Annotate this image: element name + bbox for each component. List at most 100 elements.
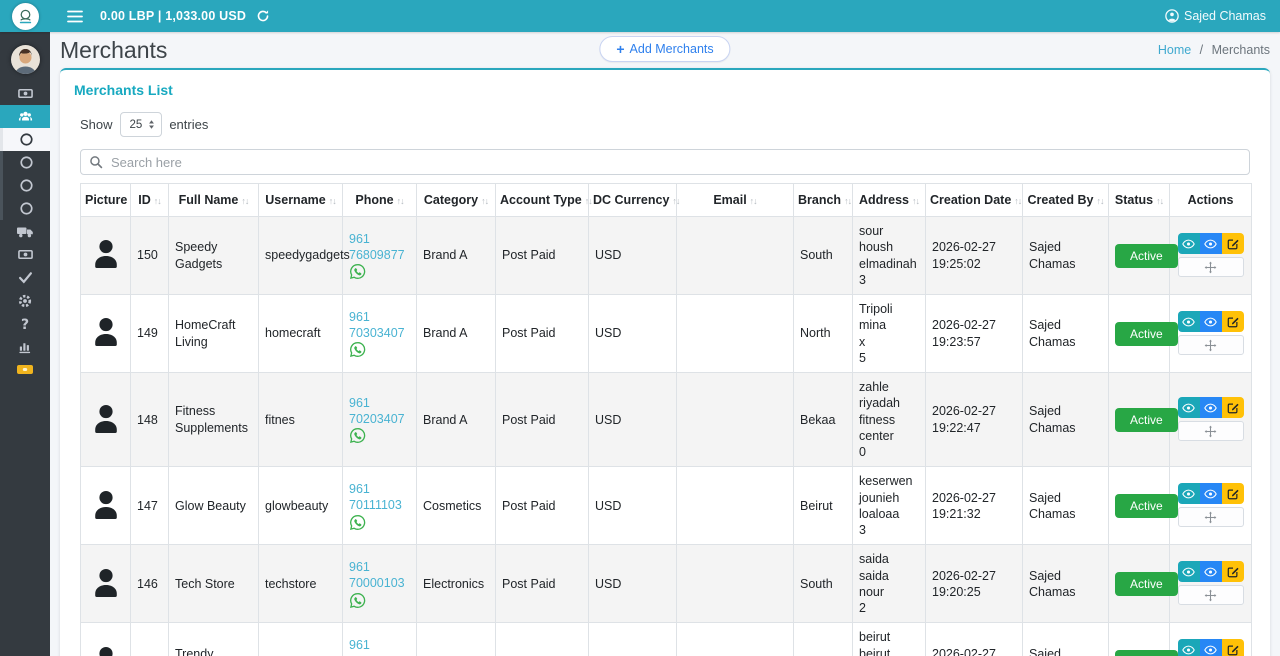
col-category[interactable]: Category ↑↓ <box>416 183 496 217</box>
edit-button[interactable] <box>1221 639 1244 656</box>
view-button[interactable] <box>1177 233 1200 255</box>
merchant-full-name: HomeCraft Living <box>168 294 259 373</box>
check-icon <box>18 272 32 284</box>
sidebar-profile[interactable] <box>0 36 50 82</box>
page-header: Merchants + Add Merchants Home / Merchan… <box>60 32 1270 68</box>
sidebar: ? <box>0 32 50 656</box>
whatsapp-icon[interactable] <box>349 341 366 358</box>
phone-link[interactable]: 961 70000101 <box>349 637 405 656</box>
merchant-email <box>676 466 794 546</box>
preview-button[interactable] <box>1199 639 1222 656</box>
phone-link[interactable]: 961 70303407 <box>349 309 405 340</box>
merchant-id: 148 <box>130 371 169 468</box>
preview-button[interactable] <box>1199 483 1222 505</box>
merchant-branch: South <box>793 216 853 295</box>
col-creation-date[interactable]: Creation Date ↑↓ <box>925 183 1023 217</box>
circle-icon <box>20 133 33 146</box>
search-input[interactable] <box>80 149 1250 175</box>
phone-link[interactable]: 961 76809877 <box>349 231 405 262</box>
sidebar-item-7[interactable] <box>0 220 50 243</box>
view-eye-icon <box>1182 567 1195 577</box>
view-button[interactable] <box>1177 311 1200 333</box>
edit-button[interactable] <box>1221 233 1244 255</box>
col-dc-currency[interactable]: DC Currency ↑↓ <box>588 183 680 217</box>
sidebar-item-13[interactable] <box>0 358 50 381</box>
col-branch[interactable]: Branch ↑↓ <box>793 183 853 217</box>
sidebar-item-1[interactable] <box>0 82 50 105</box>
sort-icon: ↑↓ <box>396 196 405 206</box>
col-full-name[interactable]: Full Name ↑↓ <box>168 183 259 217</box>
col-phone[interactable]: Phone ↑↓ <box>342 183 417 217</box>
sidebar-item-4[interactable] <box>0 151 50 174</box>
col-status[interactable]: Status ↑↓ <box>1108 183 1170 217</box>
move-button[interactable] <box>1177 335 1244 356</box>
move-button[interactable] <box>1177 585 1244 606</box>
col-id[interactable]: ID ↑↓ <box>130 183 169 217</box>
whatsapp-icon[interactable] <box>349 592 366 609</box>
merchant-address: keserwen jounieh loaloaa 3 <box>852 466 926 546</box>
table-header-row: Picture ID ↑↓ Full Name ↑↓ Username ↑↓ Phon… <box>80 183 1252 217</box>
status-badge[interactable]: Active <box>1115 649 1178 656</box>
user-menu[interactable]: Sajed Chamas <box>1165 9 1266 23</box>
status-badge[interactable]: Active <box>1115 571 1178 596</box>
actions-group <box>1177 397 1244 442</box>
sidebar-item-10[interactable] <box>0 289 50 312</box>
col-address[interactable]: Address ↑↓ <box>852 183 926 217</box>
merchant-account-type: Post Paid <box>495 294 589 373</box>
view-button[interactable] <box>1177 483 1200 505</box>
spinner-arrows-icon <box>149 120 155 129</box>
edit-button[interactable] <box>1221 397 1244 419</box>
view-button[interactable] <box>1177 561 1200 583</box>
sort-icon: ↑↓ <box>1014 196 1022 206</box>
preview-button[interactable] <box>1199 561 1222 583</box>
edit-button[interactable] <box>1221 483 1244 505</box>
sidebar-item-12[interactable] <box>0 335 50 358</box>
phone-link[interactable]: 961 70111103 <box>349 481 402 513</box>
col-email[interactable]: Email ↑↓ <box>676 183 794 217</box>
merchant-email <box>676 294 794 373</box>
status-badge[interactable]: Active <box>1115 407 1178 432</box>
banknote-icon <box>17 249 33 260</box>
view-button[interactable] <box>1177 397 1200 419</box>
col-username[interactable]: Username ↑↓ <box>258 183 343 217</box>
sidebar-item-8[interactable] <box>0 243 50 266</box>
phone-link[interactable]: 961 70203407 <box>349 395 405 427</box>
sidebar-item-5[interactable] <box>0 174 50 197</box>
preview-button[interactable] <box>1199 233 1222 255</box>
status-badge[interactable]: Active <box>1115 321 1178 346</box>
breadcrumb-home-link[interactable]: Home <box>1157 43 1192 57</box>
sidebar-item-3[interactable] <box>0 128 50 151</box>
move-button[interactable] <box>1177 421 1244 442</box>
edit-button[interactable] <box>1221 561 1244 583</box>
preview-button[interactable] <box>1199 397 1222 419</box>
col-created-by[interactable]: Created By ↑↓ <box>1022 183 1109 217</box>
merchant-email <box>676 544 794 624</box>
phone-link[interactable]: 961 70000103 <box>349 559 405 591</box>
page-size-select[interactable]: 25 <box>119 112 163 137</box>
status-badge[interactable]: Active <box>1115 493 1178 518</box>
merchant-username: homecraft <box>258 294 343 373</box>
whatsapp-icon[interactable] <box>349 427 366 444</box>
sidebar-item-9[interactable] <box>0 266 50 289</box>
refresh-balance-button[interactable] <box>256 9 270 23</box>
view-button[interactable] <box>1177 639 1200 656</box>
status-badge[interactable]: Active <box>1115 243 1178 268</box>
col-account-type[interactable]: Account Type ↑↓ <box>495 183 593 217</box>
add-merchants-button[interactable]: + Add Merchants <box>599 36 731 62</box>
move-button[interactable] <box>1177 257 1244 278</box>
sidebar-item-2[interactable] <box>0 105 50 128</box>
edit-button[interactable] <box>1221 311 1244 333</box>
app-logo[interactable] <box>0 0 50 32</box>
add-merchants-label: Add Merchants <box>629 42 714 56</box>
merchant-account-type: Post Paid <box>495 216 589 295</box>
menu-toggle-button[interactable] <box>58 0 92 32</box>
sidebar-item-6[interactable] <box>0 197 50 220</box>
merchant-creation-date: 2026-02-27 19:22:47 <box>925 371 1023 468</box>
preview-button[interactable] <box>1199 311 1222 333</box>
sidebar-item-11[interactable]: ? <box>0 312 50 335</box>
search-bar <box>80 149 1250 175</box>
whatsapp-icon[interactable] <box>349 514 366 531</box>
move-button[interactable] <box>1177 507 1244 528</box>
whatsapp-icon[interactable] <box>349 263 366 280</box>
merchant-email <box>676 622 794 656</box>
